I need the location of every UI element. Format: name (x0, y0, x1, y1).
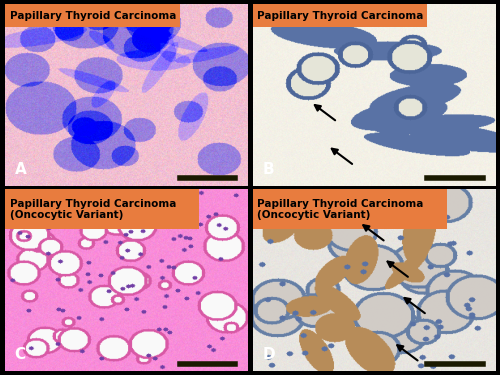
Text: Papillary Thyroid Carcinoma
(Oncocytic Variant): Papillary Thyroid Carcinoma (Oncocytic V… (10, 199, 176, 220)
FancyBboxPatch shape (252, 189, 446, 230)
Text: A: A (14, 162, 26, 177)
Text: Papillary Thyroid Carcinoma: Papillary Thyroid Carcinoma (10, 10, 176, 21)
Text: D: D (262, 347, 275, 362)
Text: B: B (262, 162, 274, 177)
FancyBboxPatch shape (252, 4, 427, 27)
FancyBboxPatch shape (5, 4, 180, 27)
Text: C: C (14, 347, 26, 362)
Text: Papillary Thyroid Carcinoma
(Oncocytic Variant): Papillary Thyroid Carcinoma (Oncocytic V… (258, 199, 424, 220)
Text: Papillary Thyroid Carcinoma: Papillary Thyroid Carcinoma (258, 10, 424, 21)
FancyBboxPatch shape (5, 189, 199, 230)
